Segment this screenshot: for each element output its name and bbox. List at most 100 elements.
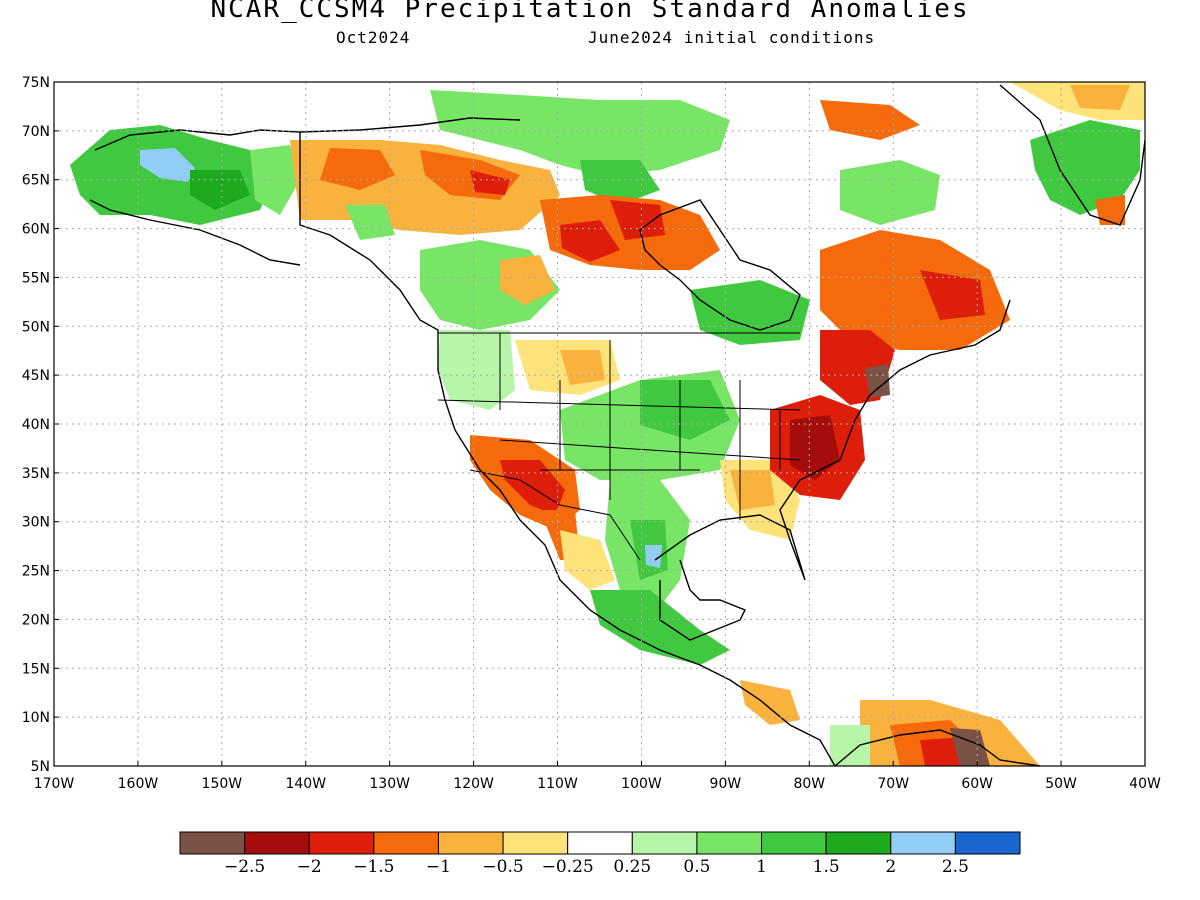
anomaly-region-arctic-islands — [430, 90, 730, 175]
anomaly-region-maine — [865, 364, 890, 398]
anomaly-region-central-america — [740, 680, 800, 725]
lat-label: 15N — [22, 661, 50, 677]
anomaly-region-ontario — [690, 280, 810, 345]
colorbar-swatch — [890, 831, 956, 855]
lat-label: 35N — [22, 466, 50, 482]
colorbar-swatch — [502, 831, 569, 855]
anomaly-region-labrador — [920, 270, 985, 320]
lon-label: 50W — [1045, 776, 1077, 792]
anomaly-region-alaska-wet — [140, 148, 195, 182]
anomaly-region-hudson-core — [560, 220, 620, 262]
lon-label: 110W — [537, 776, 578, 792]
lon-label: 100W — [621, 776, 662, 792]
anomaly-region-nwt-core — [470, 170, 510, 195]
us-state-borders — [437, 333, 801, 520]
alaska-south-coast — [89, 199, 301, 266]
lon-label: 90W — [710, 776, 742, 792]
graticule — [54, 82, 1145, 766]
colorbar — [179, 831, 1021, 855]
lon-label: 60W — [961, 776, 993, 792]
lat-label: 45N — [22, 368, 50, 384]
anomaly-region-southern-mexico — [590, 590, 730, 665]
political-borders — [299, 132, 801, 561]
colorbar-label: −1 — [426, 857, 451, 877]
colorbar-label: −0.5 — [482, 857, 523, 877]
colorbar-swatch — [437, 831, 504, 855]
colorbar-label: −2.5 — [224, 857, 265, 877]
anomaly-region-baffin — [840, 160, 940, 225]
lat-label: 50N — [22, 319, 50, 335]
anomaly-region-hudson-north — [610, 200, 665, 240]
lat-label: 10N — [22, 710, 50, 726]
colorbar-label: 2.5 — [942, 857, 969, 877]
anomaly-region-ellesmere — [820, 100, 920, 140]
lat-label: 40N — [22, 417, 50, 433]
anomaly-region-alaska-east — [250, 145, 300, 215]
anomaly-region-quebec-east — [820, 230, 1010, 350]
lon-label: 80W — [793, 776, 825, 792]
gulf-atlantic-coast — [654, 299, 1011, 581]
lat-label: 65N — [22, 173, 50, 189]
colorbar-label: 0.5 — [683, 857, 710, 877]
colorbar-swatch — [179, 831, 246, 855]
lon-label: 170W — [34, 776, 75, 792]
lat-label: 75N — [22, 75, 50, 91]
colorbar-swatch — [761, 831, 827, 855]
colorbar-label: −1.5 — [353, 857, 394, 877]
anomaly-region-virginia — [790, 415, 840, 480]
lon-label: 160W — [118, 776, 159, 792]
colorbar-swatch — [825, 831, 892, 855]
latitude-labels: 75N 70N 65N 60N 55N 50N 45N 40N 35N 30N 25N 20N 15N 1… — [22, 75, 59, 775]
lon-label: 130W — [369, 776, 410, 792]
colorbar-swatch — [954, 831, 1021, 855]
colorbar-label: 1.5 — [813, 857, 840, 877]
anomaly-region-bc-north — [345, 205, 395, 240]
anomaly-region-midwest — [640, 380, 730, 440]
anomaly-region-montana — [560, 350, 605, 385]
anomaly-region-texas-coast — [645, 545, 662, 568]
lon-label: 70W — [877, 776, 909, 792]
hudson-bay — [639, 199, 801, 331]
lat-label: 5N — [31, 759, 50, 775]
colorbar-swatch — [567, 831, 633, 855]
colorbar-label: −2 — [297, 857, 322, 877]
south-america-coast — [834, 729, 1041, 767]
colorbar-label: 2 — [885, 857, 896, 877]
colorbar-swatch — [373, 831, 439, 855]
anomaly-region-colombia — [830, 725, 870, 766]
colorbar-swatch — [244, 831, 310, 855]
colorbar-labels: −2.5 −2 −1.5 −1 −0.5 −0.25 0.25 0.5 1 1.5 2 2.5 — [224, 857, 969, 877]
anomaly-region-mexico-dry — [560, 530, 615, 590]
anomaly-region-greenland — [1030, 120, 1140, 215]
us-mexico-border — [469, 469, 641, 561]
longitude-labels: 170W 160W 150W 140W 130W 120W 110W 100W 90W 80W 70… — [34, 761, 1161, 792]
anomaly-region-pacific-nw — [438, 330, 515, 410]
anomaly-region-prairies-dry — [500, 255, 555, 305]
map-title: NCAR_CCSM4 Precipitation Standard Anomal… — [210, 0, 970, 24]
lon-label: 140W — [285, 776, 326, 792]
lon-label: 40W — [1129, 776, 1161, 792]
yucatan-coast — [659, 559, 746, 641]
colorbar-swatch — [631, 831, 698, 855]
arctic-coastline — [299, 117, 521, 133]
colorbar-swatch — [696, 831, 763, 855]
initial-conditions: June2024 initial conditions — [588, 28, 876, 47]
lat-label: 30N — [22, 515, 50, 531]
colorbar-label: −0.25 — [542, 857, 594, 877]
pacific-coastline — [94, 129, 836, 767]
anomaly-region-greenland-south — [1095, 195, 1125, 225]
lat-label: 20N — [22, 612, 50, 628]
lon-label: 150W — [202, 776, 243, 792]
colorbar-swatch — [308, 831, 375, 855]
lat-label: 70N — [22, 124, 50, 140]
lat-label: 25N — [22, 564, 50, 580]
colorbar-label: 0.25 — [613, 857, 651, 877]
anomaly-region-venezuela-core — [920, 738, 960, 766]
anomaly-region-nunavut — [580, 160, 660, 205]
lat-label: 55N — [22, 270, 50, 286]
anomaly-region-yukon-core — [320, 148, 395, 190]
anomaly-region-greenland-north-core — [1070, 85, 1130, 110]
forecast-month: Oct2024 — [336, 28, 411, 47]
colorbar-label: 1 — [756, 857, 767, 877]
